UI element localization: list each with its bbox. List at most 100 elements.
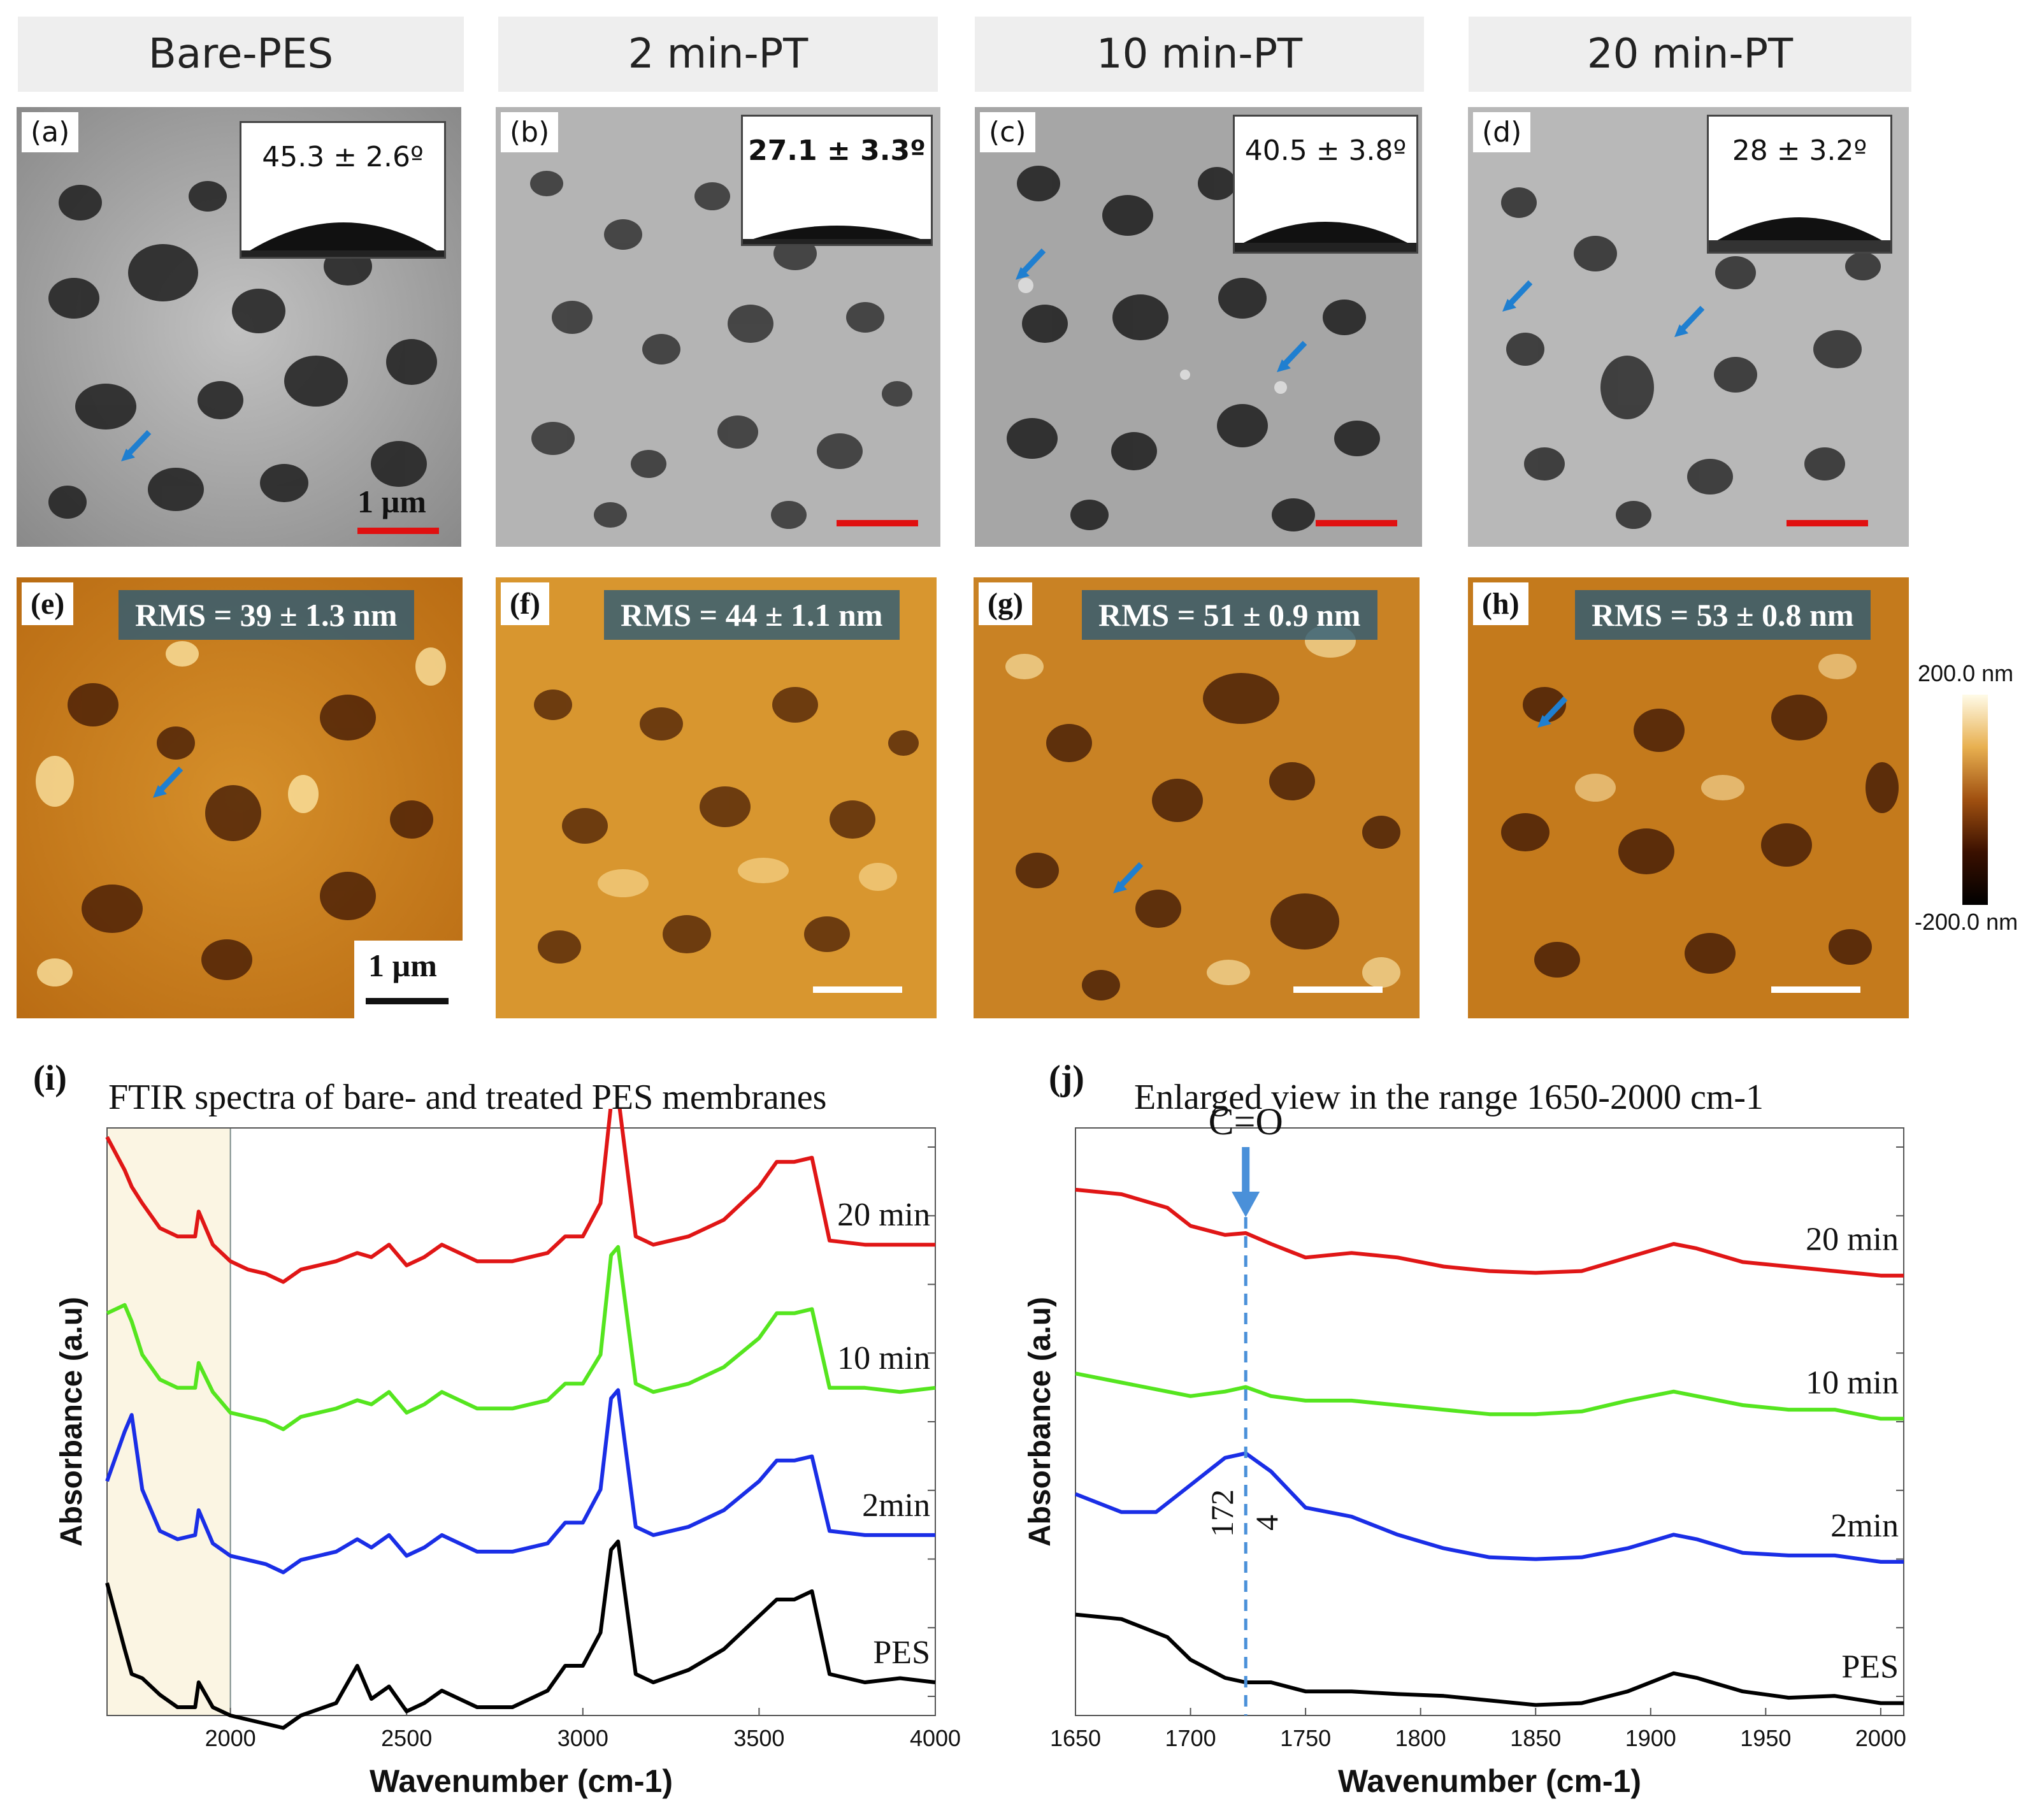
afm-image-f: (f) RMS = 44 ± 1.1 nm — [496, 577, 937, 1018]
scalebar-box-e — [354, 941, 463, 1018]
sem-image-b: (b) 27.1 ± 3.3º — [496, 107, 940, 547]
series-label: 20 min — [837, 1197, 930, 1233]
scalebar-g — [1293, 986, 1383, 993]
afm-image-h: (h) RMS = 53 ± 0.8 nm — [1468, 577, 1909, 1018]
afm-texture — [974, 577, 1420, 1018]
x-tick-label: 1900 — [1625, 1725, 1676, 1751]
panel-label-i: (i) — [33, 1058, 67, 1098]
panel-label-c: (c) — [980, 112, 1035, 152]
panel-label-d: (d) — [1473, 112, 1531, 152]
x-tick-label: 1750 — [1280, 1725, 1331, 1751]
marker-value-label: 172 — [1204, 1489, 1240, 1537]
series-line — [1075, 1612, 1904, 1707]
arrow-icon — [1502, 280, 1533, 312]
series-line — [106, 1245, 936, 1431]
colorbar — [1962, 695, 1988, 905]
rms-value-f: RMS = 44 ± 1.1 nm — [604, 590, 900, 640]
contact-angle-d: 28 ± 3.2º — [1732, 134, 1867, 167]
panel-label-a: (a) — [22, 112, 79, 152]
header-bare-pes: Bare-PES — [18, 17, 464, 92]
arrow-icon — [1674, 305, 1705, 337]
rms-value-e: RMS = 39 ± 1.3 nm — [119, 590, 414, 640]
series-line — [105, 1539, 936, 1730]
series-line — [1075, 1371, 1904, 1421]
contact-angle-inset-c: 40.5 ± 3.8º — [1233, 115, 1418, 254]
series-label: 10 min — [837, 1340, 930, 1376]
contact-angle-inset-b: 27.1 ± 3.3º — [741, 115, 933, 246]
header-20min: 20 min-PT — [1469, 17, 1911, 92]
series-label: 20 min — [1806, 1222, 1899, 1258]
highlight-region — [106, 1127, 231, 1716]
contact-angle-inset-d: 28 ± 3.2º — [1707, 115, 1892, 254]
droplet-d — [1709, 217, 1890, 252]
x-tick-label: 2000 — [1855, 1725, 1906, 1751]
scalebar-h — [1771, 986, 1860, 993]
series-label: 2min — [862, 1487, 930, 1524]
rms-value-g: RMS = 51 ± 0.9 nm — [1082, 590, 1377, 640]
y-axis-label: Absorbance (a.u) — [1023, 1297, 1057, 1547]
panel-label-j: (j) — [1049, 1058, 1084, 1098]
scalebar-d — [1787, 520, 1868, 526]
chart-title-j: Enlarged view in the range 1650-2000 cm-… — [1134, 1078, 1764, 1117]
arrow-icon — [1277, 340, 1307, 372]
sem-image-a: (a) 45.3 ± 2.6º 1 µm — [17, 107, 461, 547]
marker-value-label: 4 — [1249, 1515, 1284, 1531]
afm-image-e: (e) RMS = 39 ± 1.3 nm 1 µm — [17, 577, 463, 1018]
y-axis-label: Absorbance (a.u) — [55, 1297, 89, 1547]
series-line — [105, 1388, 935, 1575]
series-line — [105, 1109, 935, 1284]
x-axis-label: Wavenumber (cm-1) — [370, 1763, 673, 1799]
header-2min: 2 min-PT — [498, 17, 938, 92]
scalebar-b — [837, 520, 918, 526]
x-tick-label: 1950 — [1740, 1725, 1791, 1751]
arrow-icon — [1537, 696, 1568, 728]
droplet-c — [1235, 222, 1416, 252]
marker-arrow-head — [1232, 1192, 1260, 1217]
x-tick-label: 2000 — [205, 1725, 256, 1751]
panel-label-b: (b) — [501, 112, 559, 152]
sem-image-c: (c) 40.5 ± 3.8º — [975, 107, 1422, 547]
plot-frame — [106, 1127, 936, 1716]
series-label: PES — [1841, 1649, 1899, 1686]
annotation-label: C=O — [1209, 1109, 1283, 1143]
scalebar-label-a: 1 µm — [357, 484, 426, 519]
contact-angle-b: 27.1 ± 3.3º — [748, 134, 926, 167]
rms-value-h: RMS = 53 ± 0.8 nm — [1575, 590, 1871, 640]
series-label: 10 min — [1806, 1364, 1899, 1401]
x-tick-label: 1650 — [1050, 1725, 1101, 1751]
contact-angle-a: 45.3 ± 2.6º — [262, 141, 424, 173]
arrow-icon — [1113, 862, 1144, 893]
sem-image-d: (d) 28 ± 3.2º — [1468, 107, 1909, 547]
scalebar-f — [813, 986, 902, 993]
series-label: 2min — [1830, 1508, 1899, 1544]
arrow-icon — [153, 766, 183, 798]
scalebar-label-e: 1 µm — [368, 948, 437, 983]
header-10min: 10 min-PT — [975, 17, 1424, 92]
x-axis-label: Wavenumber (cm-1) — [1338, 1763, 1641, 1799]
plot-frame — [1075, 1127, 1904, 1716]
series-label: PES — [873, 1635, 930, 1671]
x-tick-label: 1700 — [1165, 1725, 1216, 1751]
arrow-icon — [1016, 248, 1046, 280]
colorbar-max-label: 200.0 nm — [1918, 660, 2014, 686]
ftir-chart-j: 1650 1700 1750 1800 1850 1900 1950 2000 Wavenumb… — [1023, 1109, 1906, 1799]
panel-label-g: (g) — [979, 582, 1032, 625]
series-line — [1075, 1187, 1904, 1278]
afm-texture — [496, 577, 937, 1018]
ftir-chart-i: 2000 2500 3000 3500 4000 Wavenumber (cm-1) Abs… — [55, 1109, 961, 1799]
colorbar-min-label: -200.0 nm — [1915, 909, 2018, 935]
arrow-icon — [121, 430, 152, 461]
scalebar-c — [1316, 520, 1397, 526]
contact-angle-inset-a: 45.3 ± 2.6º — [240, 121, 446, 259]
droplet-a — [241, 222, 444, 257]
scalebar-a — [357, 528, 439, 534]
chart-title-i: FTIR spectra of bare- and treated PES me… — [108, 1078, 827, 1117]
x-tick-label: 3000 — [557, 1725, 608, 1751]
afm-texture — [1468, 577, 1909, 1018]
x-tick-label: 1850 — [1510, 1725, 1561, 1751]
panel-label-f: (f) — [501, 582, 549, 625]
series-line — [1074, 1451, 1904, 1564]
droplet-b — [743, 226, 931, 244]
x-tick-label: 4000 — [910, 1725, 961, 1751]
scalebar-e — [366, 998, 449, 1004]
